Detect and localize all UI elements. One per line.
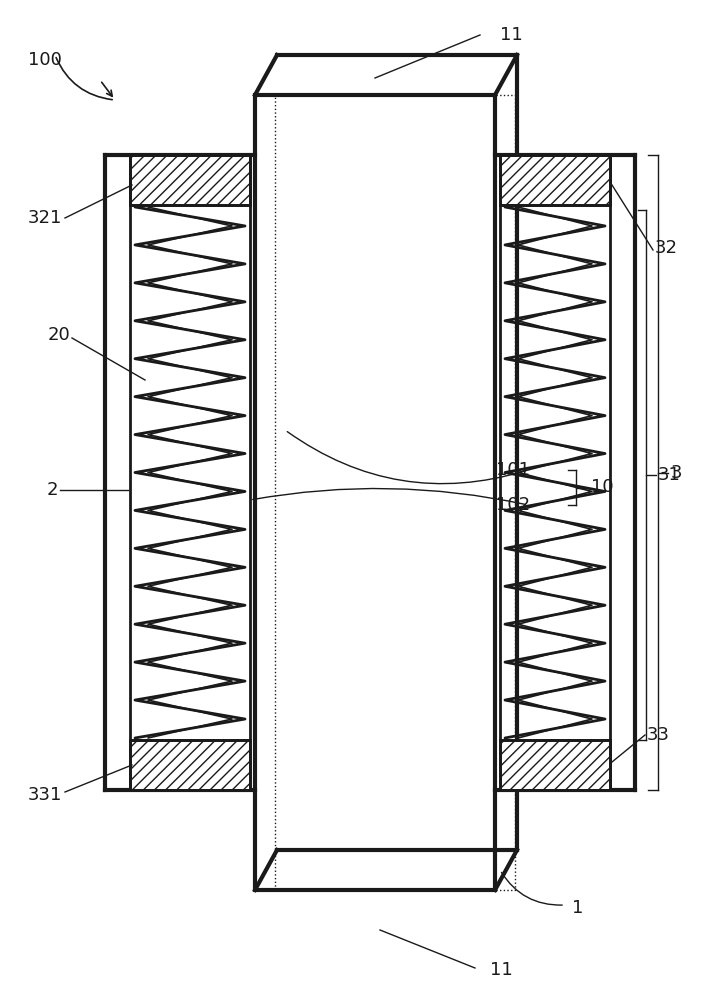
FancyArrowPatch shape [502, 872, 562, 905]
Text: 101: 101 [496, 461, 530, 479]
Text: 31: 31 [658, 466, 681, 484]
Text: 3: 3 [671, 464, 683, 482]
Text: 331: 331 [28, 786, 62, 804]
Bar [130, 740, 250, 790]
Bar [500, 155, 610, 205]
Bar [275, 95, 515, 890]
Text: 33: 33 [647, 726, 670, 744]
Bar [500, 740, 610, 790]
Bar [130, 740, 250, 790]
Text: 102: 102 [496, 496, 530, 514]
FancyArrowPatch shape [56, 58, 112, 100]
Text: 1: 1 [572, 899, 583, 917]
Text: 100: 100 [28, 51, 62, 69]
Text: 20: 20 [47, 326, 70, 344]
Text: 2: 2 [47, 481, 58, 499]
Text: 11: 11 [500, 26, 523, 44]
Bar [130, 155, 250, 205]
Text: 11: 11 [490, 961, 513, 979]
FancyArrowPatch shape [287, 432, 526, 484]
Bar [130, 155, 250, 205]
Text: 321: 321 [28, 209, 62, 227]
Bar [500, 740, 610, 790]
Bar [500, 155, 610, 205]
Text: 32: 32 [655, 239, 678, 257]
FancyArrowPatch shape [253, 488, 526, 504]
Bar [255, 95, 495, 890]
Text: 10: 10 [591, 479, 614, 496]
